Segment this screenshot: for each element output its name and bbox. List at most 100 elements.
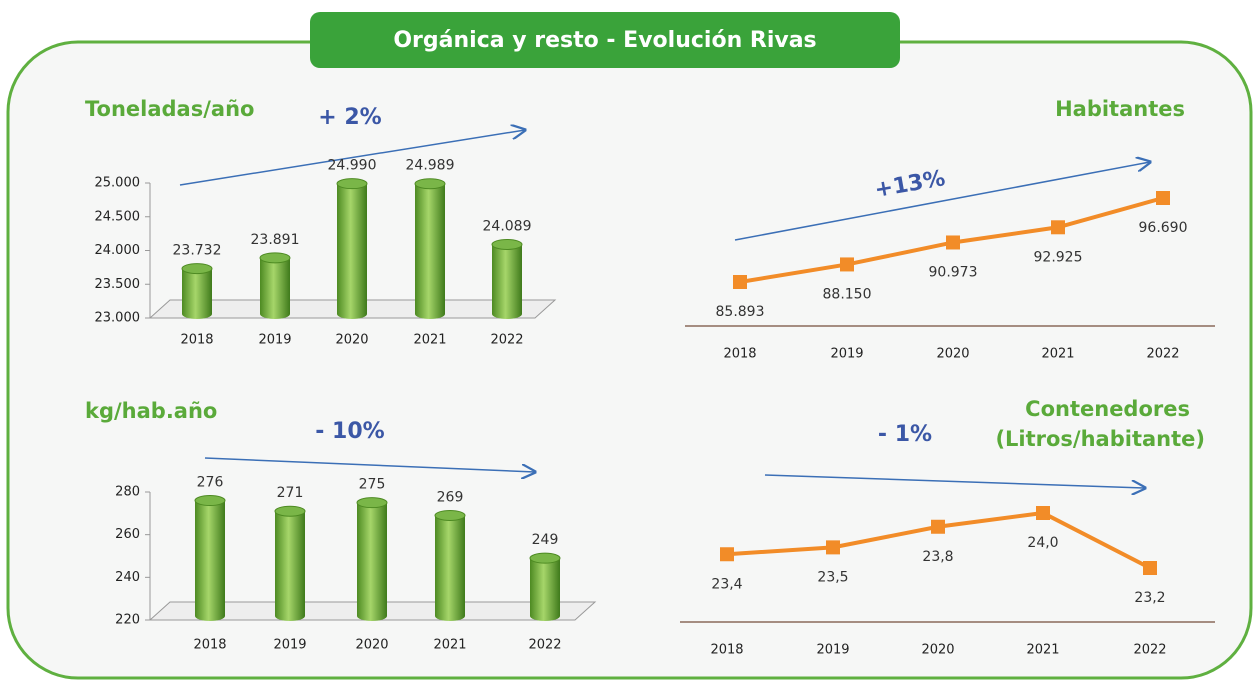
x-tick-label: 2019 (273, 638, 306, 653)
value-label: 23,5 (817, 569, 848, 585)
y-tick-label: 24.500 (95, 209, 141, 224)
bar-body (275, 511, 305, 621)
bar (194, 495, 226, 621)
bar-top (194, 495, 226, 507)
bar-top (434, 509, 466, 521)
y-tick-label: 220 (115, 613, 140, 628)
trend-label: - 1% (878, 422, 932, 447)
banner (310, 12, 900, 68)
value-label: 24,0 (1027, 535, 1058, 551)
bar-top (414, 178, 446, 190)
marker (1036, 506, 1050, 520)
value-label: 24.089 (483, 218, 532, 234)
chart-subtitle: (Litros/habitante) (995, 427, 1205, 451)
marker (946, 235, 960, 250)
bar-body (357, 502, 387, 621)
bar (529, 552, 561, 621)
chart-title: Habitantes (1055, 97, 1185, 121)
bar-top (529, 552, 561, 564)
bar-body (195, 500, 225, 621)
value-label: 23,4 (711, 576, 742, 592)
bar (181, 263, 213, 319)
chart-title: Toneladas/año (85, 97, 254, 121)
trend-arrow (764, 474, 1145, 488)
bar (414, 178, 446, 319)
x-tick-label: 2022 (1133, 643, 1166, 658)
bar-body (435, 515, 465, 621)
marker (1156, 191, 1170, 205)
bar-top (336, 178, 368, 190)
bar (434, 509, 466, 621)
value-label: 23,8 (922, 549, 953, 565)
bar-body (182, 268, 212, 319)
trend-arrow (204, 457, 535, 472)
x-tick-label: 2021 (1041, 347, 1074, 362)
marker (720, 547, 734, 562)
chart-title: kg/hab.año (85, 399, 217, 423)
marker (826, 540, 840, 555)
x-tick-label: 2022 (528, 638, 561, 653)
y-tick-label: 24.000 (95, 243, 141, 258)
y-tick-label: 260 (115, 527, 140, 542)
marker (931, 519, 945, 534)
x-tick-label: 2022 (1146, 347, 1179, 362)
x-tick-label: 2019 (258, 333, 291, 348)
value-label: 275 (359, 477, 386, 493)
bar-body (337, 183, 367, 319)
x-tick-label: 2021 (413, 333, 446, 348)
value-label: 24.989 (406, 158, 455, 174)
value-label: 90.973 (929, 264, 978, 280)
x-tick-label: 2018 (723, 347, 756, 362)
bar-body (492, 244, 522, 319)
marker (840, 257, 854, 272)
bar (259, 252, 291, 319)
value-label: 23.732 (173, 243, 222, 259)
bar-top (274, 505, 306, 517)
x-tick-label: 2020 (355, 638, 388, 653)
value-label: 24.990 (328, 158, 377, 174)
bar (356, 497, 388, 621)
bar-body (530, 558, 560, 621)
main-title: Orgánica y resto - Evolución Rivas (393, 28, 816, 53)
value-label: 96.690 (1139, 220, 1188, 236)
x-tick-label: 2022 (490, 333, 523, 348)
bar (491, 238, 523, 319)
y-tick-label: 280 (115, 485, 140, 500)
x-tick-label: 2018 (710, 643, 743, 658)
bar-top (181, 263, 213, 275)
x-tick-label: 2019 (816, 643, 849, 658)
bar (336, 178, 368, 319)
x-tick-label: 2020 (921, 643, 954, 658)
bar-body (415, 183, 445, 319)
bar-top (259, 252, 291, 264)
y-tick-label: 240 (115, 570, 140, 585)
chart-title: Contenedores (1025, 397, 1190, 421)
marker (1143, 561, 1157, 575)
value-label: 276 (197, 475, 224, 491)
x-tick-label: 2020 (936, 347, 969, 362)
bar-top (356, 497, 388, 509)
trend-label: - 10% (315, 419, 384, 444)
x-tick-label: 2019 (830, 347, 863, 362)
value-label: 88.150 (823, 286, 872, 302)
value-label: 85.893 (716, 304, 765, 320)
x-tick-label: 2018 (180, 333, 213, 348)
bar-body (260, 257, 290, 319)
x-tick-label: 2020 (335, 333, 368, 348)
y-tick-label: 23.000 (95, 311, 141, 326)
trend-arrow (734, 162, 1150, 241)
bar-top (491, 238, 523, 250)
value-label: 92.925 (1034, 249, 1083, 265)
value-label: 249 (532, 532, 559, 548)
x-tick-label: 2021 (433, 638, 466, 653)
trend-arrow (179, 130, 525, 186)
x-tick-label: 2021 (1026, 643, 1059, 658)
value-label: 23,2 (1134, 590, 1165, 606)
value-label: 269 (437, 489, 464, 505)
x-tick-label: 2018 (193, 638, 226, 653)
trend-label: + 2% (318, 105, 381, 130)
marker (733, 275, 747, 289)
y-tick-label: 25.000 (95, 176, 141, 191)
value-label: 271 (277, 485, 304, 501)
